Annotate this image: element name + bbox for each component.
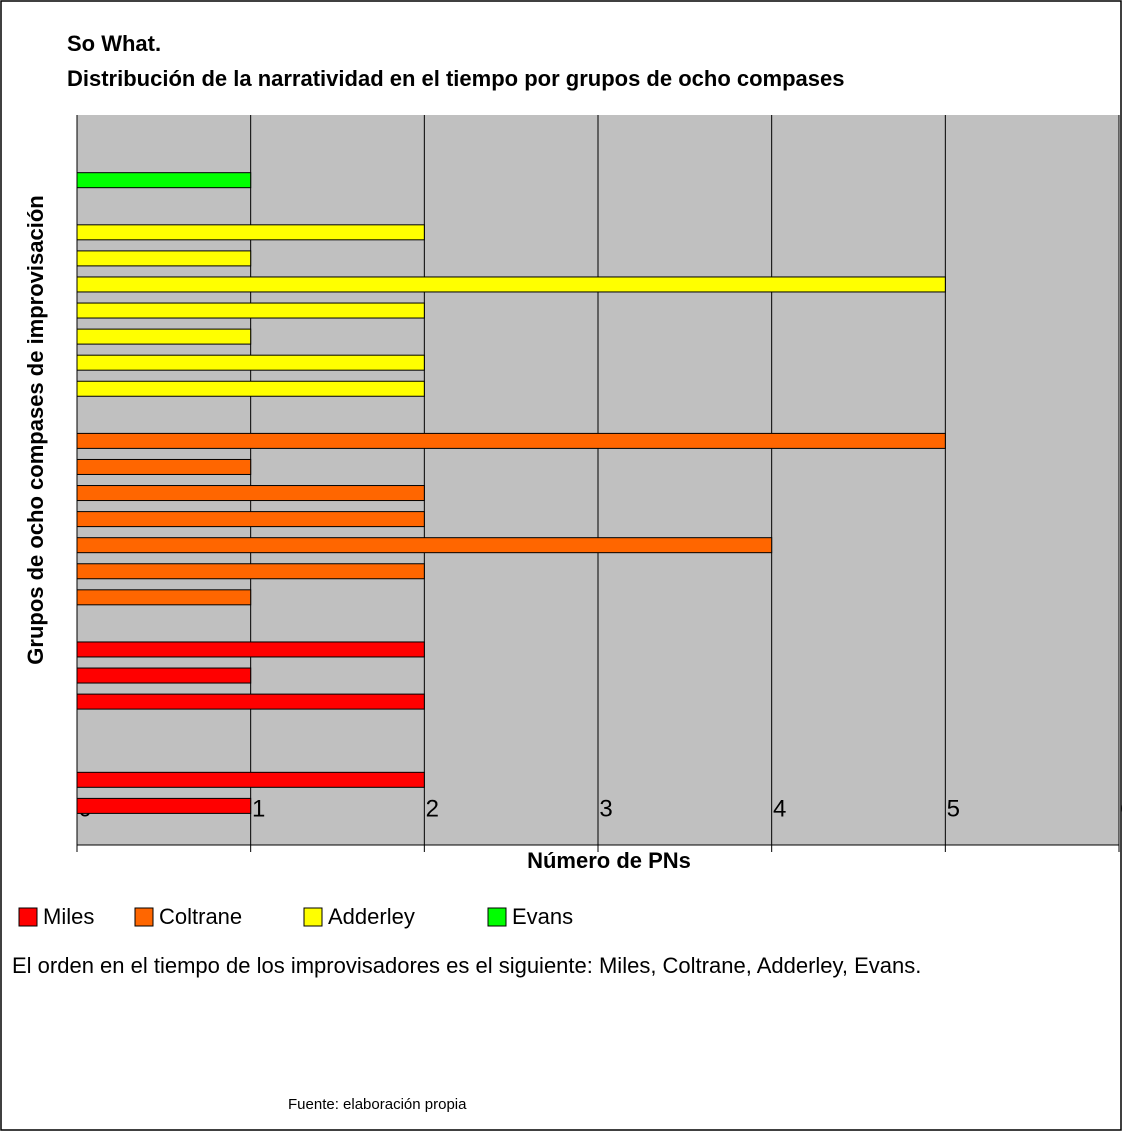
legend-label: Coltrane <box>159 904 242 929</box>
x-tick-label: 4 <box>773 795 786 822</box>
bar <box>76 641 425 658</box>
y-axis-label: Grupos de ocho compases de improvisación <box>23 195 48 664</box>
bar <box>76 511 425 528</box>
x-tick-label: 6 <box>1120 795 1122 822</box>
x-tick-label: 2 <box>426 795 439 822</box>
x-tick-label: 5 <box>947 795 960 822</box>
bar <box>76 771 425 788</box>
bar <box>76 380 425 397</box>
bar <box>76 250 252 267</box>
bar <box>76 693 425 710</box>
note: El orden en el tiempo de los improvisado… <box>12 953 921 978</box>
legend-swatch <box>18 907 38 927</box>
legend-swatch <box>487 907 507 927</box>
legend-swatch <box>134 907 154 927</box>
legend-label: Evans <box>512 904 573 929</box>
bar <box>76 172 252 189</box>
chart-title: Distribución de la narratividad en el ti… <box>67 66 845 91</box>
bar <box>76 302 425 319</box>
bar <box>76 589 252 606</box>
legend-label: Adderley <box>328 904 415 929</box>
bar <box>76 354 425 371</box>
bar <box>76 458 252 475</box>
bar <box>76 667 252 684</box>
x-tick-label: 3 <box>599 795 612 822</box>
chart-title: So What. <box>67 31 161 56</box>
bar <box>76 563 425 580</box>
x-tick-label: 1 <box>252 795 265 822</box>
legend-label: Miles <box>43 904 94 929</box>
bar <box>76 537 773 554</box>
x-axis-label: Número de PNs <box>527 848 691 873</box>
bar <box>76 432 946 449</box>
bar <box>76 797 252 814</box>
bar <box>76 328 252 345</box>
bar <box>76 485 425 502</box>
bar <box>76 224 425 241</box>
bar <box>76 276 946 293</box>
source: Fuente: elaboración propia <box>288 1096 467 1113</box>
legend-swatch <box>303 907 323 927</box>
